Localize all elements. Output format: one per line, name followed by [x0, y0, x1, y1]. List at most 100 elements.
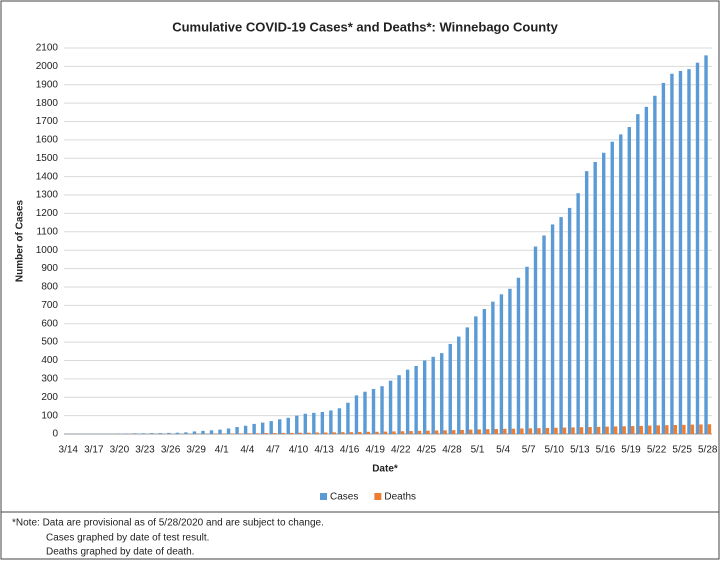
bar: [534, 247, 537, 434]
y-tick-label: 2100: [36, 43, 59, 54]
bar: [184, 432, 187, 434]
bar: [363, 392, 366, 434]
x-tick-label: 4/22: [391, 445, 411, 456]
y-tick-label: 1100: [36, 226, 58, 237]
bar: [478, 429, 481, 434]
y-tick-label: 1300: [36, 190, 59, 201]
bar: [435, 431, 438, 434]
bar: [619, 134, 622, 434]
bar: [269, 421, 272, 434]
bar: [696, 63, 699, 434]
y-tick-label: 1400: [36, 171, 59, 182]
bar: [622, 426, 625, 434]
x-tick-label: 5/22: [647, 445, 667, 456]
bar: [426, 431, 429, 434]
x-tick-label: 4/25: [417, 445, 437, 456]
bar: [597, 427, 600, 434]
bar: [449, 344, 452, 434]
bar: [554, 428, 557, 434]
bar: [256, 433, 259, 434]
bar: [324, 433, 327, 434]
x-tick-label: 5/28: [698, 445, 718, 456]
bar: [193, 431, 196, 434]
x-tick-label: 3/29: [186, 445, 206, 456]
y-tick-label: 1200: [36, 208, 59, 219]
bar: [687, 69, 690, 434]
y-tick-label: 1000: [36, 245, 59, 256]
y-tick-label: 900: [41, 263, 58, 274]
y-tick-label: 2000: [36, 61, 59, 72]
bar: [264, 433, 267, 434]
bar: [602, 153, 605, 434]
x-tick-label: 3/26: [161, 445, 181, 456]
bar: [230, 433, 233, 434]
bar: [640, 426, 643, 434]
bar: [406, 370, 409, 434]
bar: [551, 224, 554, 434]
bar: [295, 416, 298, 434]
y-tick-label: 300: [41, 373, 58, 384]
x-tick-label: 3/17: [84, 445, 104, 456]
y-tick-label: 100: [41, 410, 58, 421]
bar: [699, 424, 702, 434]
bar: [611, 142, 614, 434]
x-tick-label: 4/1: [215, 445, 229, 456]
x-tick-label: 5/4: [496, 445, 510, 456]
bar: [397, 375, 400, 434]
bar: [653, 96, 656, 434]
bar: [333, 432, 336, 434]
bar: [125, 433, 128, 434]
bar: [525, 267, 528, 434]
bar: [338, 408, 341, 434]
x-tick-label: 4/10: [289, 445, 309, 456]
bar: [576, 193, 579, 434]
note: *Note: Data are provisional as of 5/28/2…: [12, 518, 324, 529]
x-tick-label: 4/13: [314, 445, 334, 456]
y-tick-label: 600: [41, 318, 58, 329]
bar: [665, 425, 668, 434]
bar: [150, 433, 153, 434]
bar: [290, 433, 293, 434]
bar: [580, 427, 583, 434]
bar: [474, 316, 477, 434]
bar: [469, 430, 472, 434]
bar: [235, 427, 238, 434]
bar: [355, 395, 358, 434]
bar: [409, 431, 412, 434]
bar: [218, 430, 221, 434]
chart-title: Cumulative COVID-19 Cases* and Deaths*: …: [172, 19, 558, 34]
bar: [341, 432, 344, 434]
bar: [247, 433, 250, 434]
bar: [460, 430, 463, 434]
bar: [645, 107, 648, 434]
bar: [571, 427, 574, 434]
bar: [210, 430, 213, 434]
bar: [529, 428, 532, 434]
bar: [670, 74, 673, 434]
bar: [542, 235, 545, 434]
bar: [508, 289, 511, 434]
y-tick-label: 200: [41, 392, 58, 403]
bar: [346, 403, 349, 434]
bar: [588, 427, 591, 434]
bar: [628, 127, 631, 434]
bar: [443, 430, 446, 434]
bar: [605, 427, 608, 434]
x-tick-label: 3/14: [59, 445, 79, 456]
y-tick-label: 1500: [36, 153, 59, 164]
bar: [679, 71, 682, 434]
note: Cases graphed by date of test result.: [46, 533, 209, 544]
bar: [568, 208, 571, 434]
bar: [546, 428, 549, 434]
y-tick-label: 1700: [36, 116, 59, 127]
bar: [389, 381, 392, 434]
bar: [418, 431, 421, 434]
bar: [167, 433, 170, 434]
bar: [512, 429, 515, 434]
bar: [380, 386, 383, 434]
bar: [321, 412, 324, 434]
y-tick-label: 700: [41, 300, 58, 311]
y-tick-label: 1800: [36, 98, 59, 109]
bar: [116, 433, 119, 434]
